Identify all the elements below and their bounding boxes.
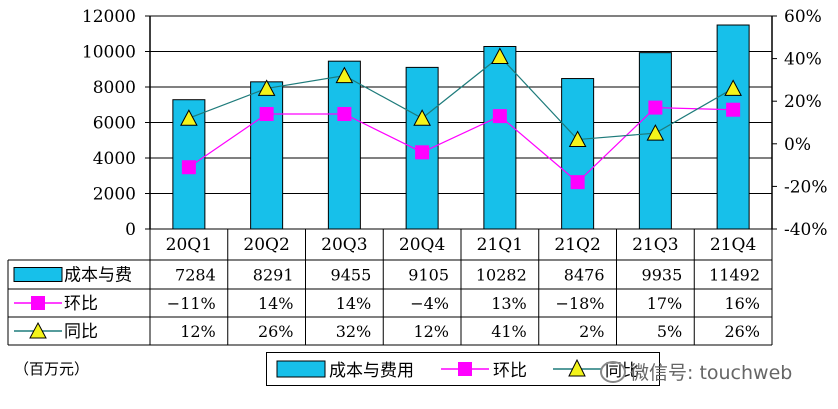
mom-point (415, 145, 430, 160)
series-lines (180, 47, 742, 190)
table-cell: −4% (410, 294, 449, 313)
y2-tick-label: -40% (784, 220, 828, 240)
table-cell: 7284 (175, 266, 216, 285)
yoy-point (568, 130, 587, 148)
legend-mom-marker (458, 362, 472, 376)
table-cell: 5% (657, 322, 682, 341)
legend: 成本与费用 环比 同比 (266, 352, 660, 386)
table-cell: 14% (336, 294, 372, 313)
yoy-point (724, 79, 742, 96)
row-key-yoy-marker (29, 321, 47, 339)
table-cell: 26% (724, 322, 760, 341)
category-label: 21Q3 (632, 235, 678, 255)
row-key-bar (13, 267, 63, 282)
table-cell: 14% (258, 294, 294, 313)
table-cell: 9105 (408, 266, 449, 285)
yoy-point (646, 124, 665, 141)
row-label: 环比 (64, 294, 98, 314)
y2-tick-label: 60% (784, 7, 822, 27)
y2-tick-label: 20% (784, 92, 822, 112)
table-cell: −11% (167, 294, 216, 313)
table-cell: 12% (180, 322, 216, 341)
table-cell: 41% (491, 322, 527, 341)
mom-point (337, 106, 352, 121)
category-label: 20Q2 (243, 235, 289, 255)
bar (716, 24, 750, 230)
yoy-point (180, 109, 198, 126)
category-label: 21Q2 (554, 235, 600, 255)
mom-point (648, 100, 663, 115)
table-cell: −18% (556, 294, 605, 313)
mom-point (726, 102, 741, 117)
y2-tick-label: 40% (784, 50, 822, 70)
table-cell: 9455 (331, 266, 372, 285)
table-cell: 8291 (253, 266, 294, 285)
mom-point (259, 106, 274, 121)
y2-tick-label: 0% (784, 135, 811, 155)
table-cell: 2% (579, 322, 604, 341)
y-tick-label: 8000 (93, 78, 136, 98)
bar (483, 45, 517, 230)
bar (561, 78, 595, 230)
watermark: 微信号: touchweb (600, 358, 792, 385)
table-cell: 12% (413, 322, 449, 341)
row-key-mom-marker (31, 296, 45, 310)
category-label: 20Q4 (399, 235, 445, 255)
table-cell: 16% (724, 294, 760, 313)
legend-label-mom: 环比 (493, 361, 527, 381)
category-label: 21Q4 (710, 235, 756, 255)
yoy-line (188, 55, 734, 141)
category-label: 20Q1 (166, 235, 212, 255)
yoy-point (257, 79, 276, 96)
row-label: 同比 (64, 322, 98, 342)
mom-point (570, 175, 585, 190)
y-tick-label: 0 (125, 220, 136, 240)
y2-axis-ticks: 60% 40% 20% 0% -20% -40% (784, 7, 828, 240)
legend-bar-swatch (276, 360, 326, 378)
data-table: 20Q1 20Q2 20Q3 20Q4 21Q1 21Q2 21Q3 21Q4 成本与费 7284… (7, 228, 773, 346)
mom-point (492, 109, 507, 124)
table-cell: 17% (647, 294, 683, 313)
mom-point (181, 160, 196, 175)
table-cell: 9935 (642, 266, 683, 285)
yoy-point (491, 47, 509, 64)
table-cell: 10282 (476, 266, 527, 285)
row-label: 成本与费 (64, 266, 132, 286)
axes (145, 15, 777, 230)
y-tick-label: 4000 (93, 149, 136, 169)
table-cell: 32% (336, 322, 372, 341)
y2-tick-label: -20% (784, 177, 828, 197)
legend-label-cost: 成本与费用 (329, 361, 414, 381)
category-label: 20Q3 (321, 235, 367, 255)
y-tick-label: 12000 (82, 7, 136, 27)
bar (250, 81, 284, 230)
y-tick-label: 2000 (93, 185, 136, 205)
y-axis-ticks: 12000 10000 8000 6000 4000 2000 0 (82, 7, 136, 240)
bars (172, 24, 750, 230)
table-cell: 13% (491, 294, 527, 313)
bar (327, 60, 361, 230)
yoy-point (413, 109, 431, 126)
unit-label: （百万元） (14, 360, 90, 378)
y-tick-label: 6000 (93, 114, 136, 134)
yoy-point (335, 66, 354, 84)
bar (638, 52, 672, 230)
table-cell: 26% (258, 322, 294, 341)
watermark-text: 微信号: touchweb (630, 362, 793, 384)
wechat-icon (600, 360, 626, 383)
legend-yoy-marker (568, 358, 586, 377)
y-tick-label: 10000 (82, 43, 136, 63)
mom-line (188, 106, 734, 183)
gridlines (150, 15, 772, 230)
table-cell: 8476 (564, 266, 605, 285)
category-label: 21Q1 (477, 235, 523, 255)
table-cell: 11492 (709, 266, 760, 285)
